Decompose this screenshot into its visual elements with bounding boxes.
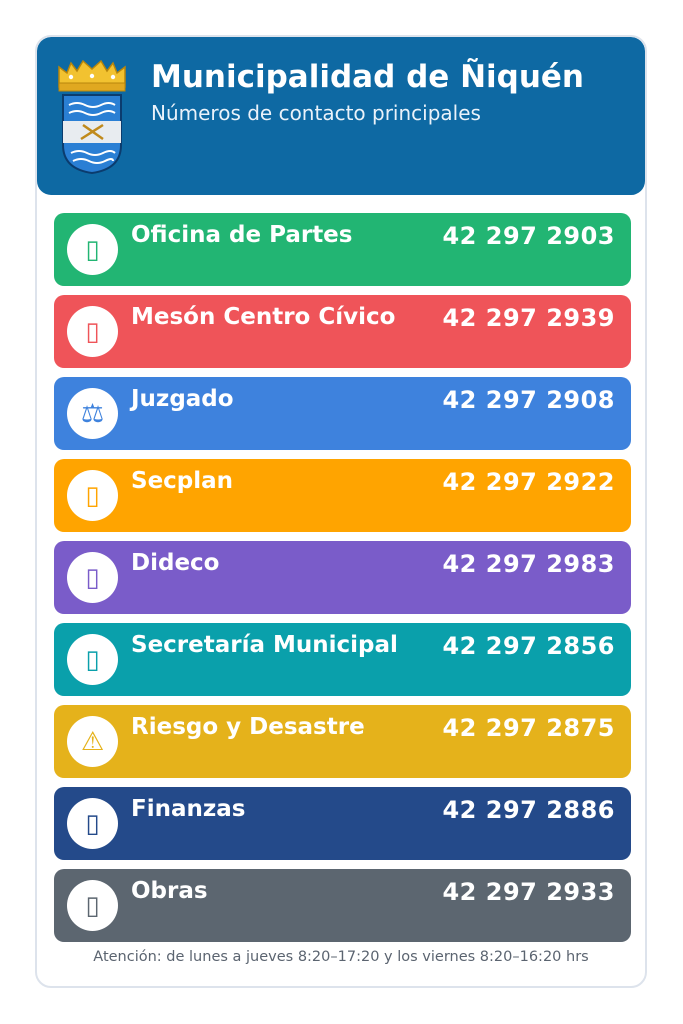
header: Municipalidad de Ñiquén Números de conta…	[37, 37, 645, 195]
contact-label: Riesgo y Desastre	[131, 714, 365, 740]
page-title: Municipalidad de Ñiquén	[151, 59, 585, 95]
contact-label: Juzgado	[131, 386, 234, 412]
building-icon: ▯	[67, 306, 118, 357]
contact-row[interactable]: ⚠ Riesgo y Desastre 42 297 2875	[54, 705, 631, 778]
contact-phone[interactable]: 42 297 2933	[442, 878, 615, 906]
contact-phone[interactable]: 42 297 2856	[442, 632, 615, 660]
contact-label: Oficina de Partes	[131, 222, 353, 248]
scales-icon: ⚖	[67, 388, 118, 439]
finance-icon: ▯	[67, 798, 118, 849]
office-hours-note: Atención: de lunes a jueves 8:20–17:20 y…	[93, 949, 589, 965]
contact-label: Dideco	[131, 550, 220, 576]
contact-label: Finanzas	[131, 796, 246, 822]
contact-phone[interactable]: 42 297 2983	[442, 550, 615, 578]
contact-label: Secretaría Municipal	[131, 632, 398, 658]
contact-phone[interactable]: 42 297 2875	[442, 714, 615, 742]
document-icon: ▯	[67, 224, 118, 275]
contact-row[interactable]: ▯ Secretaría Municipal 42 297 2856	[54, 623, 631, 696]
contact-label: Obras	[131, 878, 208, 904]
contact-label: Mesón Centro Cívico	[131, 304, 396, 330]
contact-phone[interactable]: 42 297 2886	[442, 796, 615, 824]
contact-row[interactable]: ▯ Mesón Centro Cívico 42 297 2939	[54, 295, 631, 368]
contact-phone[interactable]: 42 297 2903	[442, 222, 615, 250]
contact-row[interactable]: ▯ Finanzas 42 297 2886	[54, 787, 631, 860]
contact-row[interactable]: ⚖ Juzgado 42 297 2908	[54, 377, 631, 450]
contact-row[interactable]: ▯ Dideco 42 297 2983	[54, 541, 631, 614]
planning-icon: ▯	[67, 470, 118, 521]
secretary-icon: ▯	[67, 634, 118, 685]
contact-phone[interactable]: 42 297 2939	[442, 304, 615, 332]
construction-icon: ▯	[67, 880, 118, 931]
municipal-crest-icon	[58, 59, 126, 175]
contact-row[interactable]: ▯ Secplan 42 297 2922	[54, 459, 631, 532]
contact-label: Secplan	[131, 468, 234, 494]
contact-row[interactable]: ▯ Oficina de Partes 42 297 2903	[54, 213, 631, 286]
warning-icon: ⚠	[67, 716, 118, 767]
contact-phone[interactable]: 42 297 2908	[442, 386, 615, 414]
contact-row[interactable]: ▯ Obras 42 297 2933	[54, 869, 631, 942]
contact-phone[interactable]: 42 297 2922	[442, 468, 615, 496]
contact-card: Municipalidad de Ñiquén Números de conta…	[35, 35, 647, 988]
page-subtitle: Números de contacto principales	[151, 101, 481, 125]
community-icon: ▯	[67, 552, 118, 603]
contact-list: ▯ Oficina de Partes 42 297 2903 ▯ Mesón Cent…	[54, 213, 631, 951]
